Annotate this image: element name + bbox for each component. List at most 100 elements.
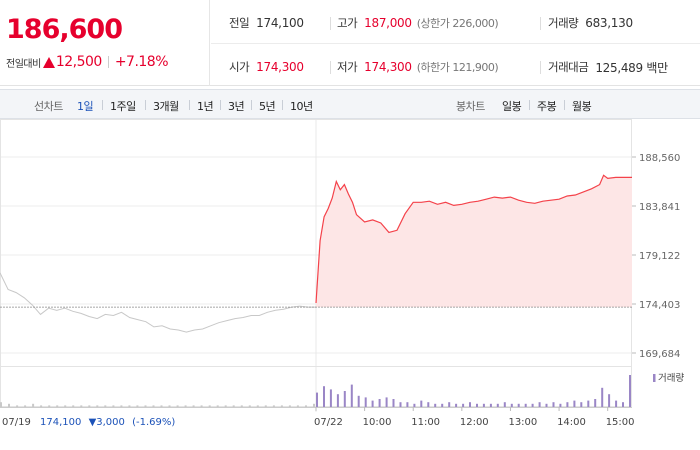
volume-bar [517,403,520,407]
volume-bar [378,399,381,407]
volume-bar [224,405,227,407]
candle-monthly-button[interactable]: 월봉 [572,100,592,113]
stat-row-divider [211,43,700,44]
volume-bar [441,403,444,407]
high-value: 187,000 [364,16,412,30]
change-row: 전일대비 12,500 +7.18% [6,54,169,70]
toolbar-divider [189,100,190,110]
period-3year-button[interactable]: 3년 [228,100,245,113]
volume-bar [594,399,597,407]
volume-bar [136,405,139,407]
volume-bar [476,403,478,407]
volume-bar [469,402,471,407]
stat-divider [540,17,541,30]
prev-session-close: 174,100 [40,417,81,428]
volume-bar [629,375,631,407]
toolbar-divider [251,100,252,110]
low-label: 저가 [337,60,358,74]
quote-header: 186,600 전일대비 12,500 +7.18% 전일 174,100 고가… [0,0,700,86]
toolbar-divider [282,100,283,110]
high-stat: 고가 187,000 (상한가 226,000) [337,15,499,31]
volume-bar [406,402,409,407]
open-value: 174,300 [256,60,304,74]
volume-bar [32,403,35,407]
y-tick-label: 169,684 [639,349,680,360]
volume-bar [152,405,155,407]
chart-gridlines [0,119,632,412]
volume-bar [357,395,360,407]
period-1day-button[interactable]: 1일 [77,100,94,113]
stat-divider [540,61,541,74]
volume-bar [128,405,131,407]
volume-bar [350,384,353,407]
volume-bar [385,397,388,407]
volume-bar [413,403,416,407]
volume-bar [482,403,485,407]
volume-bar [399,402,402,407]
current-session-area [316,175,632,308]
low-value: 174,300 [364,60,412,74]
volume-bar [364,397,367,407]
prev-close-stat: 전일 174,100 [229,15,304,31]
volume-bar [580,402,583,407]
prev-session-summary: 07/19 174,100 ▼3,000 (-1.69%) [2,417,175,428]
x-tick-label: 11:00 [411,417,440,428]
volume-bar [240,405,243,407]
volume-bar [184,405,187,407]
volume-bar [288,405,291,407]
y-tick-label: 183,841 [639,202,680,213]
candle-weekly-button[interactable]: 주봉 [537,100,557,113]
volume-bar [510,403,513,407]
volume-bar [503,402,506,407]
volume-bar [329,389,332,407]
low-stat: 저가 174,300 (하한가 121,900) [337,59,499,75]
volume-bar [208,405,211,407]
period-1year-button[interactable]: 1년 [197,100,214,113]
period-10year-button[interactable]: 10년 [290,100,313,113]
volume-bar [0,402,2,407]
current-price: 186,600 [6,14,123,45]
prev-session-change: ▼3,000 [89,417,125,428]
volume-bar [296,405,299,407]
period-3month-button[interactable]: 3개월 [153,100,179,113]
line-chart-label: 선차트 [34,100,63,113]
change-divider [107,56,109,68]
volume-bar [496,403,499,407]
volume-bar [216,405,219,407]
volume-bar [343,391,346,407]
volume-bar [305,405,307,407]
volume-bar [40,405,43,407]
volume-bar [232,405,235,407]
volume-bar [601,387,604,407]
volume-bar [8,403,10,407]
volume-legend-swatch [653,374,656,382]
volume-bar [434,403,437,407]
prev-session-change-percent: (-1.69%) [132,417,175,428]
volume-bar [420,400,423,407]
toolbar-divider [145,100,146,110]
toolbar-divider [220,100,221,110]
prev-close-label: 전일 [229,16,250,30]
volume-bar [462,403,465,407]
y-axis-ticks: 188,560 183,841 179,122 174,403 169,684 [632,153,680,360]
change-percent: +7.18% [114,54,169,70]
volume-bar [176,405,179,407]
period-1week-button[interactable]: 1주일 [110,100,136,113]
volume-bar [622,402,624,407]
toolbar-divider [102,100,103,110]
volume-bar [200,405,203,407]
volume-bar [64,405,67,407]
volume-bar [615,400,618,407]
period-5year-button[interactable]: 5년 [259,100,276,113]
chart-period-toolbar: 선차트 1일 1주일 3개월 1년 3년 5년 10년 봉차트 일봉 주봉 월봉 [0,89,700,119]
volume-label: 거래량 [548,16,579,30]
prev-close-value: 174,100 [256,16,304,30]
volume-stat: 거래량 683,130 [548,15,633,31]
volume-bar [168,405,171,407]
trade-value-value: 125,489 백만 [595,60,668,75]
volume-bar [323,386,325,407]
candle-daily-button[interactable]: 일봉 [502,100,522,113]
open-label: 시가 [229,60,250,74]
volume-bar [80,405,83,407]
